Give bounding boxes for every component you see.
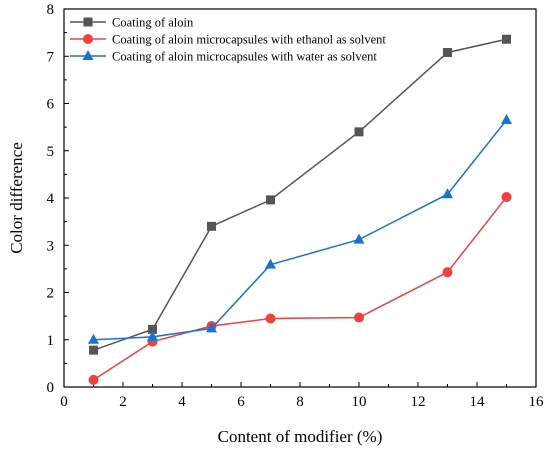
series-2 (88, 192, 512, 385)
y-tick-label: 8 (47, 2, 55, 18)
x-tick-label: 16 (529, 394, 545, 410)
plot-frame (63, 8, 537, 388)
y-axis-title: Color difference (7, 142, 26, 254)
data-point (265, 258, 276, 269)
legend-label: Coating of aloin (112, 16, 194, 30)
x-axis-title: Content of modifier (%) (218, 427, 383, 446)
legend: Coating of aloin Coating of aloin microca… (70, 16, 386, 64)
legend-item: Coating of aloin (70, 16, 194, 30)
data-point (354, 312, 364, 323)
data-point (206, 322, 217, 333)
x-tick-label: 12 (411, 394, 426, 410)
data-point (501, 114, 512, 125)
legend-marker (83, 34, 93, 44)
legend-marker (82, 50, 94, 60)
series-layer (88, 34, 512, 385)
y-tick-label: 0 (47, 380, 55, 396)
y-tick-label: 4 (47, 191, 55, 207)
data-point (442, 188, 453, 199)
legend-label: Coating of aloin microcapsules with etha… (112, 33, 386, 47)
plot-area (63, 8, 537, 388)
data-point (443, 47, 452, 57)
data-point (442, 267, 453, 278)
x-tick-label: 4 (178, 394, 186, 410)
series-1 (89, 34, 511, 355)
series-line (93, 196, 508, 381)
data-point (89, 345, 98, 355)
data-point (501, 192, 512, 203)
data-point (88, 374, 99, 385)
data-point (353, 233, 365, 244)
y-tick-label: 6 (47, 97, 55, 113)
legend-item: Coating of aloin microcapsules with etha… (70, 33, 386, 47)
data-point (502, 34, 511, 44)
y-tick-label: 1 (47, 333, 55, 349)
y-tick-label: 5 (47, 144, 55, 160)
x-tick-label: 6 (237, 394, 245, 410)
legend-item: Coating of aloin microcapsules with wate… (70, 50, 377, 64)
x-tick-label: 14 (470, 394, 486, 410)
series-3 (88, 114, 512, 344)
x-tick-label: 8 (296, 394, 304, 410)
legend-label: Coating of aloin microcapsules with wate… (112, 50, 377, 64)
x-axis-ticks: 0 2 4 6 8 10 12 14 16 (60, 382, 544, 410)
y-tick-label: 7 (47, 49, 55, 65)
x-tick-label: 0 (60, 394, 68, 410)
x-tick-label: 2 (119, 394, 127, 410)
data-point (88, 333, 99, 344)
data-point (354, 127, 364, 137)
data-point (265, 313, 276, 324)
legend-marker (83, 17, 93, 27)
data-point (148, 324, 157, 334)
x-tick-label: 10 (352, 394, 367, 410)
y-tick-label: 3 (47, 238, 55, 254)
y-tick-label: 2 (47, 286, 55, 302)
data-point (147, 330, 158, 341)
data-point (266, 195, 275, 205)
y-axis-ticks: 0 1 2 3 4 5 6 7 8 (47, 2, 69, 396)
series-line (93, 119, 508, 341)
data-point (207, 221, 216, 231)
